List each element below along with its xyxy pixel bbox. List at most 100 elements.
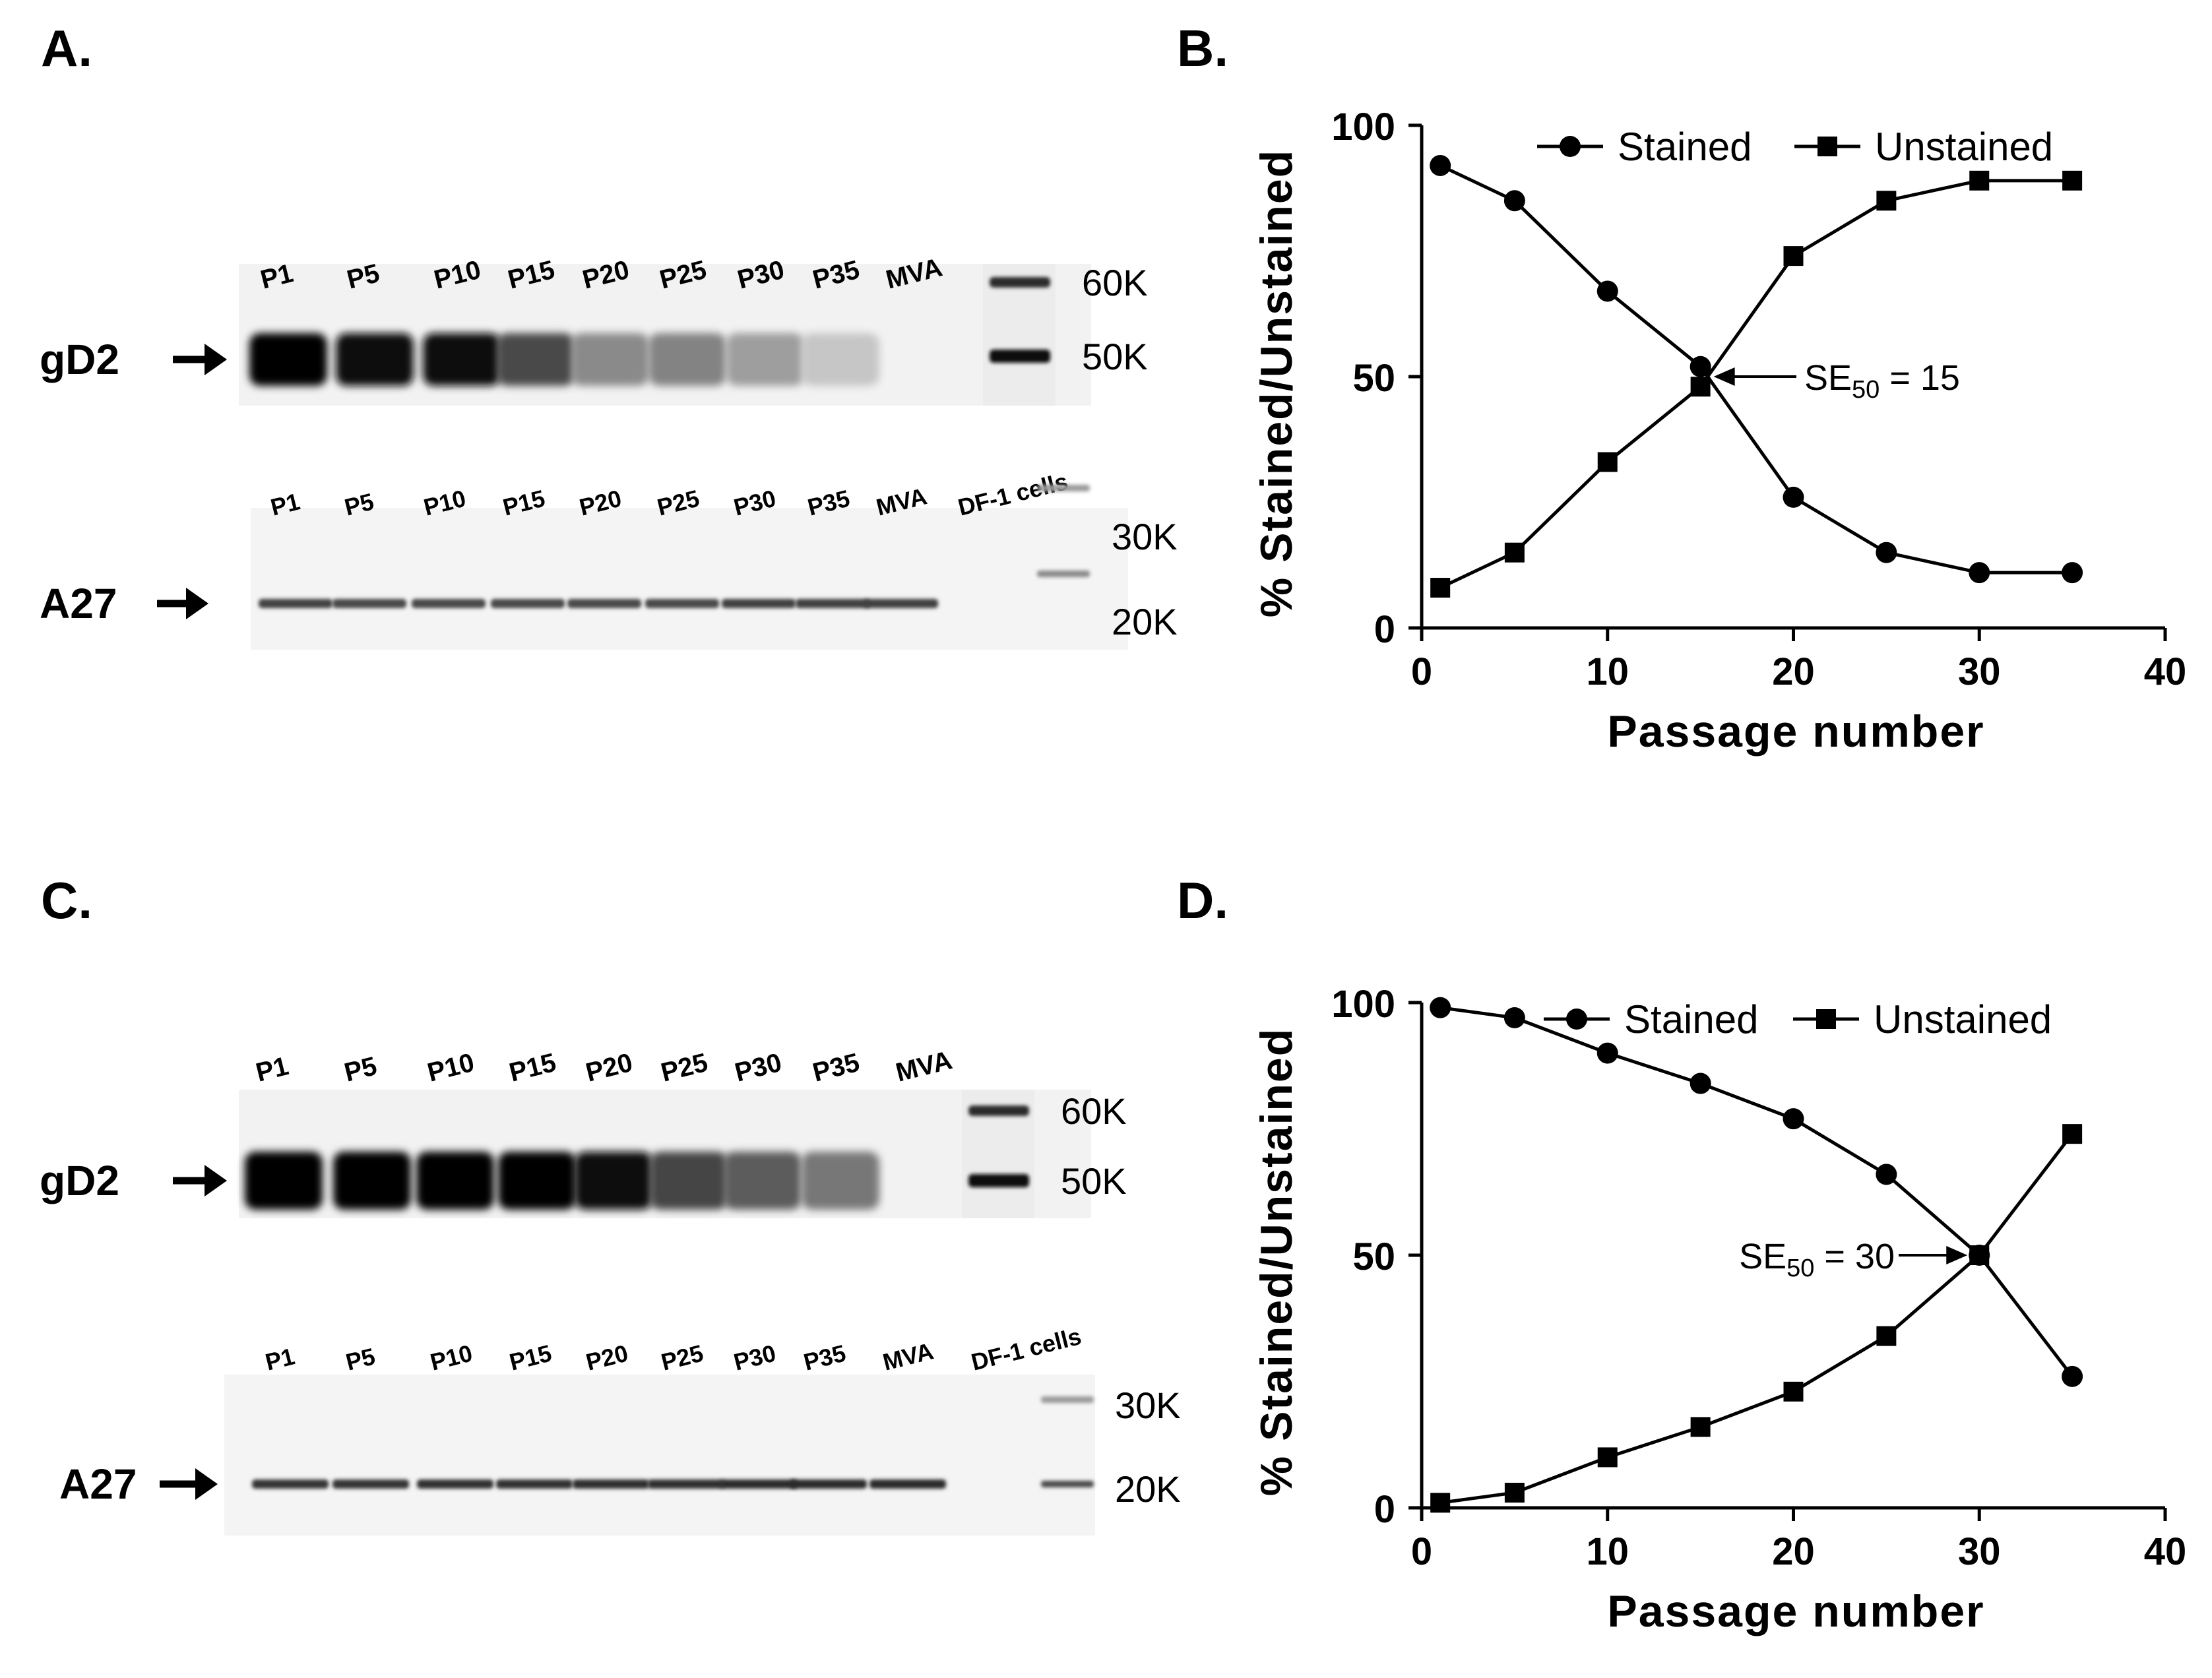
annotation-suffix: = 30 [1814, 1237, 1895, 1276]
a27-band [417, 1479, 493, 1489]
x-tick-label: 0 [1411, 650, 1432, 693]
lane-label: P1 [263, 1342, 298, 1375]
a27-band [869, 1479, 946, 1489]
y-axis-title: % Stained/Unstained [1251, 149, 1302, 618]
x-tick-label: 30 [1958, 1530, 2001, 1573]
gd2-band [416, 1152, 494, 1210]
blot-c-gd2: P1 P5 P10 P15 P20 P25 P30 P35 MVA 60K 50K gD2 [40, 1045, 1127, 1218]
point-unstained [1876, 191, 1897, 211]
point-stained [2062, 1365, 2083, 1387]
point-unstained [1430, 1493, 1451, 1513]
gd2-band [498, 1152, 576, 1210]
lane-label: P20 [583, 1048, 636, 1088]
x-tick-label: 30 [1958, 650, 2001, 693]
point-stained [1876, 542, 1897, 563]
point-stained [1430, 154, 1451, 176]
point-stained [1783, 486, 1804, 508]
panel-label-a: A. [41, 19, 92, 77]
lane-label: P30 [732, 1048, 785, 1088]
point-stained [2062, 562, 2083, 584]
annotation-text: SE50 = 15 [1804, 358, 1960, 404]
legend-marker-unstained [1816, 1009, 1836, 1029]
lane-label: P10 [425, 1048, 478, 1088]
point-stained [1783, 1108, 1804, 1130]
y-tick-label: 0 [1374, 1488, 1395, 1531]
a27-band [412, 599, 486, 608]
a27-band [796, 599, 869, 608]
annotation-subscript: 50 [1852, 376, 1880, 404]
point-unstained [1430, 578, 1451, 598]
point-unstained [1783, 1381, 1804, 1402]
point-unstained [1504, 1483, 1525, 1503]
lane-label: P25 [658, 1339, 706, 1375]
gd2-band [648, 333, 726, 386]
annotation-arrow-head [1713, 367, 1735, 386]
marker-30k: 30K [1112, 516, 1178, 557]
lane-label: DF-1 cells [968, 1322, 1084, 1376]
lane-label: P1 [253, 1051, 292, 1088]
point-unstained [1690, 1417, 1711, 1437]
annotation-prefix: SE [1804, 358, 1852, 398]
blot-a-a27: P1 P5 P10 P15 P20 P25 P30 P35 MVA DF-1 cells30K20… [40, 468, 1178, 650]
lane-label: P25 [658, 1048, 711, 1088]
a27-band [648, 1479, 724, 1489]
a27-band [720, 1479, 797, 1489]
panel-label-b: B. [1177, 19, 1228, 77]
legend-marker-stained [1560, 136, 1581, 157]
annotation: SE50 = 15 [1713, 358, 1960, 404]
x-axis-title: Passage number [1607, 1586, 1984, 1636]
ladder-band-20k [1041, 1481, 1094, 1487]
a27-band [332, 599, 406, 608]
a27-arrow-head [186, 588, 208, 619]
y-axis-title: % Stained/Unstained [1251, 1028, 1302, 1497]
lane-label: MVA [893, 1045, 955, 1087]
lane-label: P30 [731, 1339, 778, 1375]
chart-d: 0 10 20 30 40 0 50 100 Passage number % Stained/U… [1251, 983, 2186, 1636]
blot-membrane [251, 508, 1128, 650]
gd2-arrow-head [205, 1165, 227, 1196]
ladder-band-50k [968, 1174, 1029, 1187]
chart-b: 0 10 20 30 40 0 50 100 Passage number % Stained/U… [1251, 106, 2186, 757]
point-unstained [1504, 542, 1525, 563]
ladder-band-50k [990, 350, 1050, 363]
lane-label: P5 [343, 1342, 378, 1375]
x-tick-label: 40 [2144, 1530, 2187, 1573]
gd2-band [336, 333, 414, 386]
protein-label-gd2: gD2 [40, 1157, 119, 1204]
point-unstained [2062, 1124, 2083, 1144]
a27-band [864, 599, 938, 608]
point-unstained [1597, 1447, 1618, 1468]
gd2-band [726, 333, 804, 386]
ladder-band-30k [1041, 1396, 1094, 1403]
x-tick-label: 0 [1411, 1530, 1432, 1573]
marker-50k: 50K [1061, 1160, 1127, 1202]
lane-label: P20 [583, 1339, 631, 1375]
legend-label-unstained: Unstained [1875, 125, 2053, 169]
gd2-band [575, 1152, 652, 1210]
gd2-band [724, 1152, 802, 1210]
point-unstained [1597, 452, 1618, 472]
y-tick-label: 0 [1374, 608, 1395, 651]
gd2-band [333, 1152, 411, 1210]
annotation-text: SE50 = 30 [1739, 1237, 1895, 1282]
ladder-band-60k [968, 1105, 1029, 1116]
lane-label: P35 [810, 1048, 863, 1088]
a27-band [252, 1479, 329, 1489]
annotation-prefix: SE [1739, 1237, 1786, 1276]
point-stained [1503, 1007, 1525, 1028]
y-tick-label: 50 [1352, 357, 1395, 400]
point-unstained [1783, 246, 1804, 266]
a27-band [573, 1479, 649, 1489]
point-stained [1596, 280, 1618, 302]
x-axis-title: Passage number [1607, 706, 1984, 757]
legend-marker-stained [1566, 1009, 1587, 1030]
point-stained [1503, 190, 1525, 212]
gd2-band [650, 1152, 728, 1210]
legend-marker-unstained [1817, 137, 1837, 156]
a27-band [567, 599, 641, 608]
y-tick-label: 100 [1331, 983, 1395, 1026]
a27-band [645, 599, 719, 608]
gd2-band [802, 333, 879, 386]
lane-label: P5 [342, 1051, 380, 1088]
